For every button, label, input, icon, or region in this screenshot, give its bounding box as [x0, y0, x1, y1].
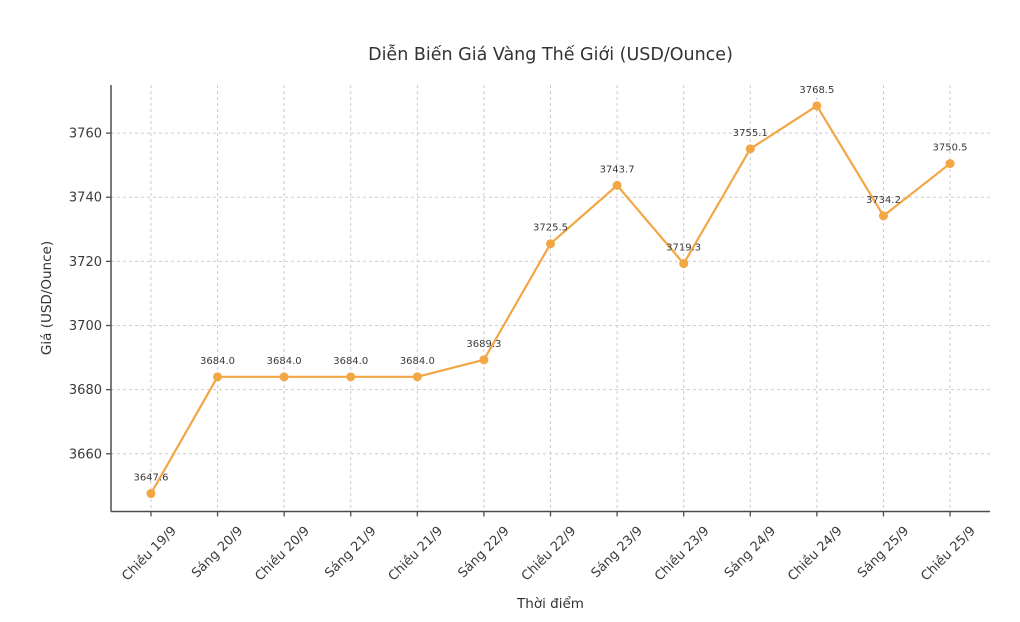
data-point-marker [213, 372, 223, 382]
y-tick-label: 3700 [69, 319, 102, 334]
data-point-marker [878, 211, 888, 221]
x-tick-label: Chiều 24/9 [785, 524, 845, 584]
data-point-marker [479, 355, 489, 365]
x-tick-label: Chiều 19/9 [119, 524, 179, 584]
data-point-marker [279, 372, 289, 382]
data-point-marker [146, 489, 156, 499]
x-tick-label: Sáng 22/9 [455, 524, 512, 581]
y-tick-label: 3660 [69, 447, 102, 462]
point-value-label: 3684.0 [267, 356, 302, 367]
point-value-label: 3725.5 [533, 223, 568, 234]
x-tick-label: Chiều 21/9 [386, 524, 446, 584]
point-value-label: 3719.3 [666, 243, 701, 254]
point-value-label: 3755.1 [733, 128, 768, 139]
data-point-marker [745, 144, 755, 154]
chart-title: Diễn Biến Giá Vàng Thế Giới (USD/Ounce) [368, 45, 733, 65]
x-tick-label: Sáng 23/9 [589, 524, 646, 581]
x-tick-label: Chiều 20/9 [253, 524, 313, 584]
point-value-label: 3684.0 [200, 356, 235, 367]
point-value-label: 3684.0 [333, 356, 368, 367]
x-tick-label: Sáng 25/9 [855, 524, 912, 581]
point-value-label: 3647.6 [133, 473, 168, 484]
data-point-marker [612, 180, 622, 190]
data-point-marker [546, 239, 555, 249]
data-point-marker [346, 372, 356, 382]
data-point-marker [412, 372, 422, 382]
x-tick-label: Sáng 20/9 [189, 524, 246, 581]
x-tick-label: Chiều 23/9 [652, 524, 712, 584]
data-point-marker [679, 259, 689, 269]
x-axis-label: Thời điểm [517, 596, 584, 612]
y-tick-label: 3680 [69, 383, 102, 398]
x-tick-label: Sáng 21/9 [322, 524, 379, 581]
y-tick-label: 3740 [69, 191, 102, 206]
point-value-label: 3689.3 [466, 339, 501, 350]
point-value-label: 3743.7 [600, 164, 635, 175]
y-tick-label: 3720 [69, 255, 102, 270]
point-value-label: 3684.0 [400, 356, 435, 367]
point-value-label: 3768.5 [799, 85, 834, 96]
x-tick-label: Sáng 24/9 [722, 524, 779, 581]
x-tick-label: Chiều 25/9 [918, 524, 978, 584]
point-value-label: 3734.2 [866, 195, 901, 206]
data-point-marker [812, 101, 822, 111]
y-tick-label: 3760 [69, 127, 102, 142]
x-tick-label: Chiều 22/9 [519, 524, 579, 584]
point-value-label: 3750.5 [933, 143, 968, 154]
data-point-marker [945, 159, 955, 169]
